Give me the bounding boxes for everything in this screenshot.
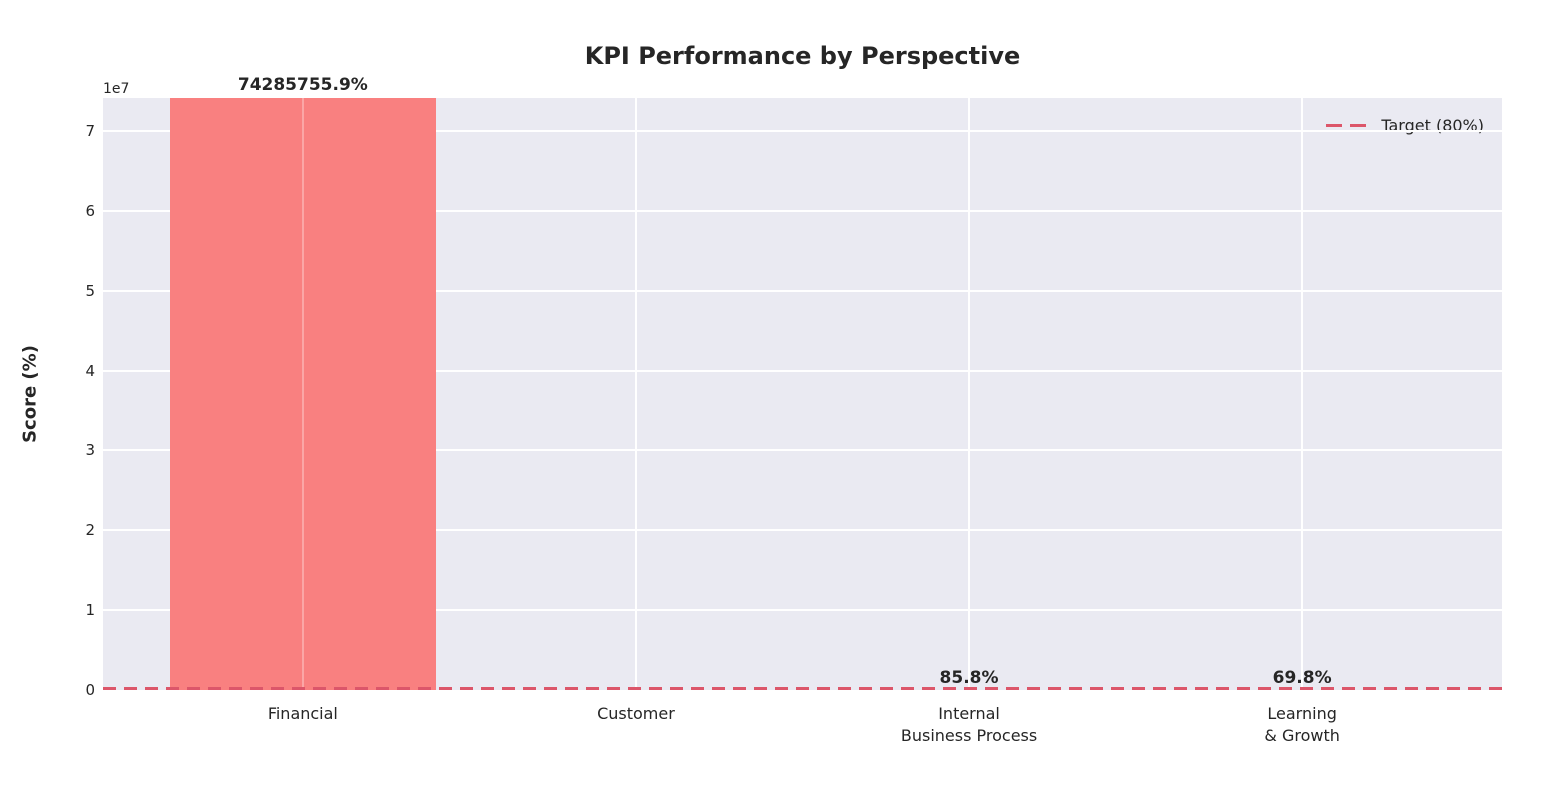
y-gridline xyxy=(103,129,1502,132)
y-gridline xyxy=(103,209,1502,212)
bar-financial xyxy=(169,98,437,690)
x-tick-label: Financial xyxy=(267,704,338,723)
y-gridline xyxy=(103,609,1502,612)
y-gridline xyxy=(103,289,1502,292)
legend: Target (80%) xyxy=(1326,116,1484,135)
y-tick-label: 6 xyxy=(85,201,95,220)
x-tick-label: Learning & Growth xyxy=(1264,704,1340,745)
y-gridline xyxy=(103,369,1502,372)
bar-value-label: 85.8% xyxy=(939,667,999,688)
x-gridline xyxy=(634,98,637,690)
y-tick-label: 7 xyxy=(85,121,95,140)
bar-value-label: 74285755.9% xyxy=(237,74,368,95)
x-tick-label: Internal Business Process xyxy=(900,704,1038,745)
target-line-legend-label: Target (80%) xyxy=(1381,116,1484,135)
bar-value-label: 69.8% xyxy=(1272,667,1332,688)
target-line xyxy=(103,687,1502,690)
y-tick-label: 2 xyxy=(85,521,95,540)
y-gridline xyxy=(103,529,1502,532)
bar-gridline-showthrough xyxy=(301,98,304,690)
x-tick-label: Customer xyxy=(597,704,675,723)
y-tick-label: 4 xyxy=(85,361,95,380)
y-axis-offset-text: 1e7 xyxy=(103,81,130,97)
y-tick-label: 1 xyxy=(85,601,95,620)
x-gridline xyxy=(1301,98,1304,690)
plot-area: Target (80%) xyxy=(103,98,1502,690)
y-tick-label: 3 xyxy=(85,441,95,460)
x-gridline xyxy=(968,98,971,690)
y-tick-label: 5 xyxy=(85,281,95,300)
y-tick-label: 0 xyxy=(85,681,95,699)
target-line-legend-swatch xyxy=(1326,124,1367,127)
y-gridline xyxy=(103,449,1502,452)
chart-title: KPI Performance by Perspective xyxy=(584,42,1021,70)
